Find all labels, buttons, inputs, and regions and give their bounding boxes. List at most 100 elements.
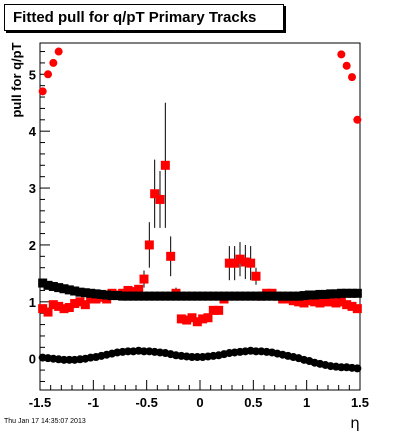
data-point <box>315 289 325 299</box>
chart-title: Fitted pull for q/pT Primary Tracks <box>13 9 257 26</box>
data-point <box>304 290 314 300</box>
x-tick-label: 0.5 <box>244 395 262 410</box>
data-point <box>64 303 74 313</box>
x-tick-label: 1.5 <box>351 395 369 410</box>
y-axis-label: pull for q/pT <box>9 42 24 117</box>
data-point <box>240 257 250 267</box>
data-point <box>246 258 256 268</box>
data-point <box>331 289 341 299</box>
axis-ticks <box>39 51 361 390</box>
data-point <box>91 294 101 304</box>
data-point <box>91 289 101 299</box>
data-point <box>166 291 176 301</box>
y-tick-label: 0 <box>29 352 36 367</box>
data-point <box>299 298 309 308</box>
data-point <box>107 291 117 301</box>
data-point <box>155 194 165 204</box>
data-point <box>48 281 58 291</box>
data-point <box>139 274 149 284</box>
data-point <box>304 296 314 306</box>
data-point <box>64 285 74 295</box>
data-point <box>102 290 112 300</box>
data-point <box>75 297 85 307</box>
data-point <box>187 313 197 323</box>
data-point <box>80 300 90 310</box>
x-tick-label: -0.5 <box>135 395 157 410</box>
data-point <box>43 307 53 317</box>
data-point <box>331 298 341 308</box>
data-point <box>43 280 53 290</box>
data-point <box>256 291 266 301</box>
data-point <box>48 300 58 310</box>
data-point <box>80 288 90 298</box>
data-point <box>198 291 208 301</box>
data-point <box>171 291 181 301</box>
data-point <box>336 288 346 298</box>
data-point <box>235 254 245 264</box>
data-point <box>59 304 69 314</box>
data-point <box>208 291 218 301</box>
x-tick-label: -1.5 <box>29 395 51 410</box>
data-point <box>294 297 304 307</box>
data-point <box>283 291 293 301</box>
data-point <box>352 304 362 314</box>
data-point <box>44 70 52 79</box>
data-point <box>134 291 144 301</box>
data-point <box>347 301 357 311</box>
data-point <box>118 291 128 301</box>
data-point <box>230 291 240 301</box>
data-point <box>144 240 154 250</box>
data-point <box>288 291 298 301</box>
data-point <box>128 291 138 301</box>
data-point <box>326 289 336 299</box>
data-point <box>224 258 234 268</box>
x-tick-label: 1 <box>303 395 310 410</box>
data-point <box>267 291 277 301</box>
data-point <box>353 364 362 373</box>
data-point <box>310 297 320 307</box>
data-point <box>342 288 352 298</box>
data-point <box>294 291 304 301</box>
data-point <box>54 301 64 311</box>
data-point <box>134 284 144 294</box>
axis-tick-labels: -1.5 -1 -0.5 0 0.5 1 1.5 0 1 2 3 4 5 <box>29 67 369 410</box>
data-point <box>70 299 80 309</box>
data-point <box>230 258 240 268</box>
data-point <box>160 291 170 301</box>
x-tick-label: 0 <box>196 395 203 410</box>
data-point <box>203 313 213 323</box>
data-point <box>348 73 356 82</box>
data-point <box>96 289 106 299</box>
data-point <box>86 288 96 298</box>
data-point <box>288 296 298 306</box>
x-axis-label: η <box>350 414 360 432</box>
data-point <box>310 290 320 300</box>
data-point <box>192 291 202 301</box>
data-point <box>49 58 58 67</box>
data-point <box>160 160 170 170</box>
data-point <box>352 288 362 298</box>
data-point <box>251 271 261 281</box>
data-point <box>38 87 47 96</box>
data-point <box>320 289 330 299</box>
data-point <box>54 283 64 293</box>
x-tick-label: -1 <box>88 395 100 410</box>
data-point <box>86 294 96 304</box>
data-point <box>54 47 63 56</box>
data-point <box>139 291 149 301</box>
data-markers <box>38 47 362 373</box>
data-point <box>123 291 133 301</box>
data-point <box>224 291 234 301</box>
data-point <box>166 251 176 261</box>
data-point <box>337 50 346 59</box>
timestamp-footer: Thu Jan 17 14:35:07 2013 <box>4 418 86 425</box>
y-tick-label: 3 <box>29 181 36 196</box>
data-point <box>342 61 351 70</box>
data-point <box>235 291 245 301</box>
data-point <box>240 291 250 301</box>
chart-title-box: Fitted pull for q/pT Primary Tracks <box>4 4 284 31</box>
data-point <box>353 115 362 124</box>
data-point <box>187 291 197 301</box>
data-point <box>192 317 202 327</box>
